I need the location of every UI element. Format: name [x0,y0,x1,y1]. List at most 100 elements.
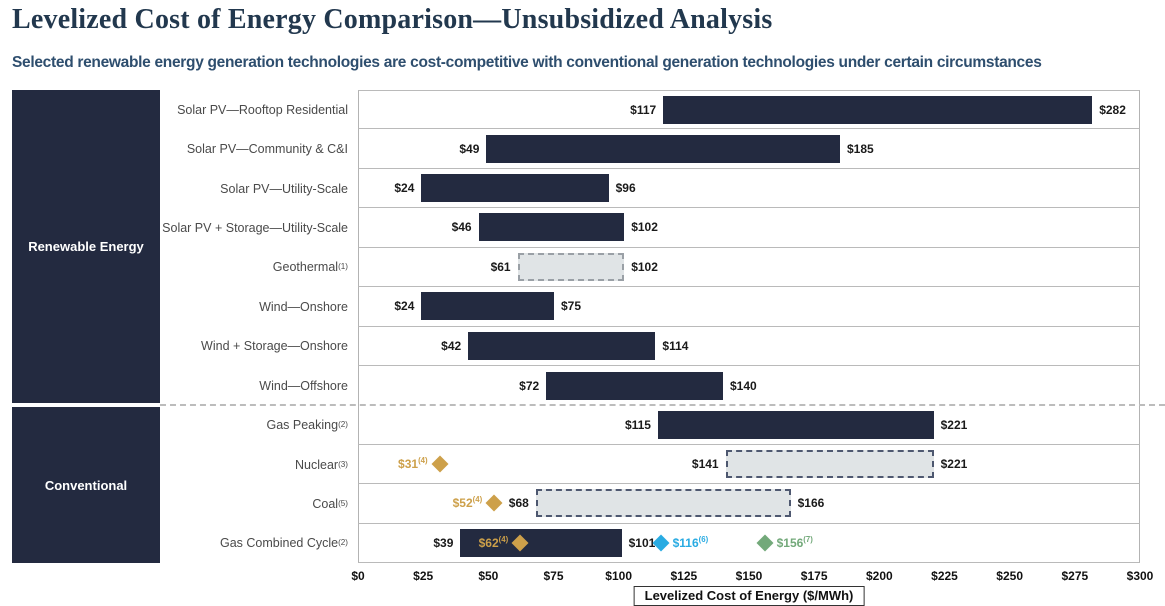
high-value-label: $221 [940,457,968,471]
x-tick-label: $75 [543,569,564,583]
group-block-renewable: Renewable Energy [12,90,160,403]
high-value-label: $185 [847,141,874,156]
x-tick-label: $0 [351,569,365,583]
row-label: Wind—Onshore [259,299,348,314]
row-plot-area: $117 $282 [358,90,1140,130]
range-bar [478,213,625,242]
row-label: Wind + Storage—Onshore [201,339,348,354]
range-bar [517,252,625,281]
chart-row: Wind + Storage—Onshore $42 $114 [160,326,1140,366]
x-tick-label: $50 [478,569,499,583]
marker-value-label: $116(6) [672,534,709,550]
chart-row: Solar PV—Community & C&I $49 $185 [160,129,1140,169]
low-value-label: $24 [394,181,415,196]
row-label: Wind—Offshore [259,378,348,393]
row-plot-area: $46 $102 [358,208,1140,248]
range-bar [535,489,791,518]
chart-row: Solar PV—Utility-Scale $24 $96 [160,168,1140,209]
low-value-label: $117 [630,102,657,117]
chart-row: Wind—Offshore $72 $140 [160,365,1140,406]
page-title: Levelized Cost of Energy Comparison—Unsu… [12,4,773,35]
gold-diamond-icon [431,455,449,473]
range-bar [657,410,934,439]
low-value-label: $61 [490,259,511,274]
high-value-label: $96 [615,181,636,196]
low-value-label: $42 [441,338,462,353]
row-plot-area: $72 $140 [358,365,1140,406]
group-label-conventional: Conventional [44,477,128,493]
x-tick-label: $225 [931,569,958,583]
row-label: Solar PV—Community & C&I [186,142,348,157]
row-plot-area: $39 $101 $62(4) $116(6) $156(7) [358,523,1140,564]
low-value-label: $115 [624,417,651,432]
chart-row: Geothermal (1) $61 $102 [160,247,1140,288]
low-value-label: $141 [691,457,719,471]
group-label-renewable: Renewable Energy [28,239,144,254]
x-axis-label: Levelized Cost of Energy ($/MWh) [633,586,865,606]
row-label: Gas Combined Cycle (2) [219,536,348,551]
lcoe-chart: Renewable Energy Conventional Solar PV—R… [0,90,1165,564]
range-bar [460,528,622,557]
range-bar [486,134,840,163]
x-tick-label: $175 [800,569,828,583]
high-value-label: $102 [631,220,658,235]
row-plot-area: $42 $114 [358,326,1140,366]
page-subtitle: Selected renewable energy generation tec… [12,54,1042,71]
gold-diamond-icon [485,494,503,512]
group-divider-line [160,404,1165,406]
high-value-label: $101 [628,535,656,550]
row-plot-area: $24 $75 [358,287,1140,327]
row-label: Nuclear (3) [295,457,348,472]
range-bar [468,331,656,360]
row-label: Solar PV—Rooftop Residential [177,102,348,117]
low-value-label: $46 [451,220,472,235]
x-axis: $0 $25 $50 $75 $100 $125 $150 $175 $200 $225 $250 $… [160,563,1153,606]
low-value-label: $24 [394,299,415,314]
row-label: Solar PV + Storage—Utility-Scale [162,220,348,235]
x-axis-ticks: $0 $25 $50 $75 $100 $125 $150 $175 $200 $225 $250 $… [351,563,1153,583]
chart-row: Solar PV—Rooftop Residential $117 $282 [160,90,1140,130]
high-value-label: $282 [1099,102,1126,117]
x-tick-label: $250 [996,569,1024,583]
row-label: Solar PV—Utility-Scale [220,181,348,196]
high-value-label: $166 [797,496,825,511]
x-tick-label: $275 [1061,569,1089,583]
low-value-label: $72 [519,378,540,393]
row-plot-area: $49 $185 [358,129,1140,169]
chart-row: Coal (5) $68 $166 $52(4) [160,484,1140,524]
marker-value-label: $156(7) [776,534,813,550]
row-label: Geothermal (1) [272,260,348,275]
range-bar [725,450,934,478]
marker-value-label: $31(4) [398,456,428,471]
group-block-conventional: Conventional [12,407,160,563]
high-value-label: $140 [730,378,757,393]
range-bar [421,174,609,203]
row-plot-area: $24 $96 [358,168,1140,209]
row-label: Coal (5) [312,496,348,511]
row-plot-area: $141 $221 $31(4) [358,444,1140,485]
range-bar [421,292,554,321]
low-value-label: $39 [433,535,454,550]
chart-row: Gas Combined Cycle (2) $39 $101 $62(4) $116(6… [160,523,1140,564]
high-value-label: $75 [561,299,582,314]
chart-row: Gas Peaking (2) $115 $221 [160,405,1140,445]
high-value-label: $221 [940,417,968,432]
chart-rows: Solar PV—Rooftop Residential $117 $282 Sola… [160,90,1140,564]
high-value-label: $114 [662,338,689,353]
x-tick-label: $125 [670,569,698,583]
row-plot-area: $68 $166 $52(4) [358,484,1140,524]
chart-row: Solar PV + Storage—Utility-Scale $46 $102 [160,208,1140,248]
low-value-label: $68 [508,496,529,511]
low-value-label: $49 [459,141,480,156]
row-plot-area: $61 $102 [358,247,1140,288]
range-bar [546,371,723,400]
green-diamond-icon [756,534,774,552]
x-tick-label: $300 [1126,569,1154,583]
x-tick-label: $100 [605,569,633,583]
chart-row: Wind—Onshore $24 $75 [160,287,1140,327]
x-tick-label: $25 [413,569,434,583]
x-tick-label: $150 [735,569,763,583]
marker-value-label: $52(4) [452,495,483,511]
chart-row: Nuclear (3) $141 $221 $31(4) [160,444,1140,485]
